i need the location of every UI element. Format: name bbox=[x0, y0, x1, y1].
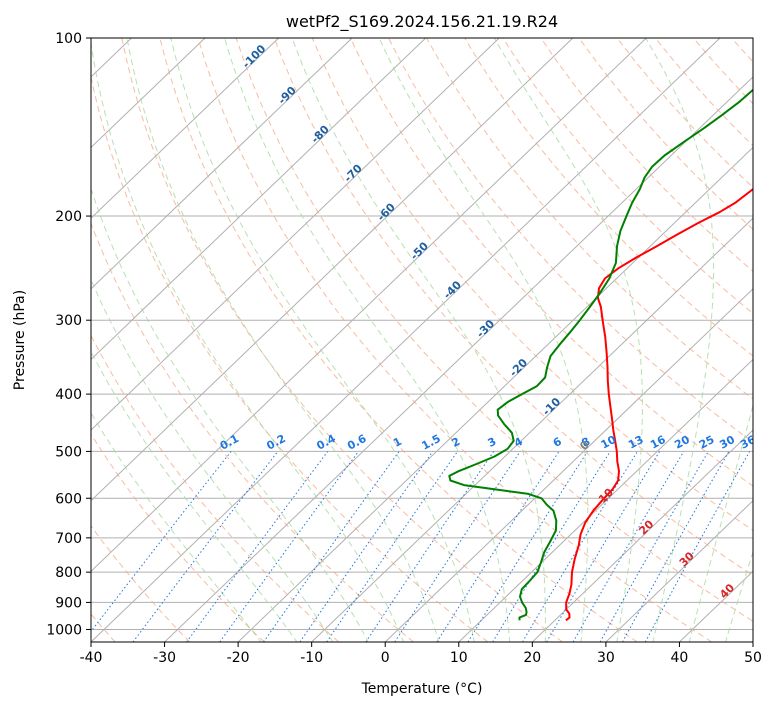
x-tick-label: 20 bbox=[523, 650, 541, 666]
x-tick-label: 50 bbox=[744, 650, 762, 666]
x-tick-label: 30 bbox=[597, 650, 615, 666]
x-tick-label: -10 bbox=[300, 650, 323, 666]
x-tick-label: 0 bbox=[381, 650, 390, 666]
y-tick-label: 600 bbox=[55, 491, 82, 507]
x-tick-label: 10 bbox=[450, 650, 468, 666]
y-tick-label: 700 bbox=[55, 531, 82, 547]
y-tick-label: 200 bbox=[55, 209, 82, 225]
x-axis-label: Temperature (°C) bbox=[361, 681, 483, 697]
x-tick-label: -20 bbox=[227, 650, 250, 666]
x-tick-label: -40 bbox=[80, 650, 103, 666]
y-tick-label: 300 bbox=[55, 313, 82, 329]
y-tick-label: 1000 bbox=[46, 623, 82, 639]
chart-title: wetPf2_S169.2024.156.21.19.R24 bbox=[286, 12, 558, 32]
y-axis-label: Pressure (hPa) bbox=[12, 290, 28, 390]
y-tick-label: 800 bbox=[55, 565, 82, 581]
y-tick-label: 900 bbox=[55, 595, 82, 611]
x-tick-label: 40 bbox=[670, 650, 688, 666]
y-tick-label: 500 bbox=[55, 444, 82, 460]
y-tick-label: 100 bbox=[55, 31, 82, 47]
y-tick-label: 400 bbox=[55, 387, 82, 403]
x-tick-label: -30 bbox=[153, 650, 176, 666]
